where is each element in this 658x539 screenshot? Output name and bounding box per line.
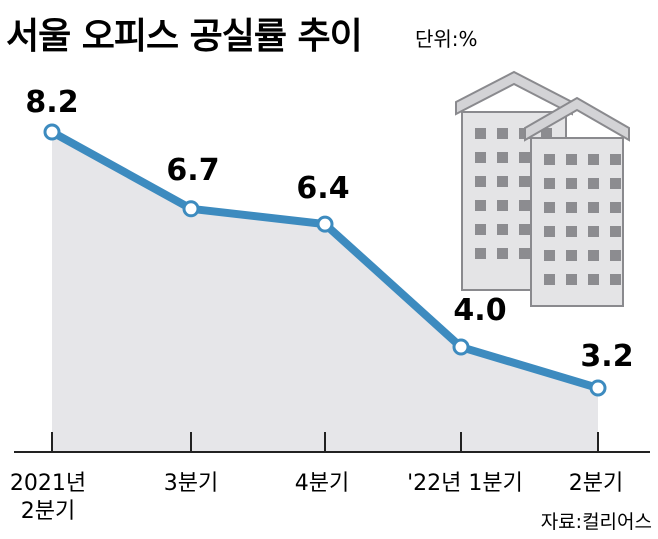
building-window	[497, 200, 508, 211]
building-window	[541, 128, 552, 139]
building-window	[566, 274, 577, 285]
building-window	[544, 250, 555, 261]
building-window	[610, 202, 621, 213]
building-window	[497, 224, 508, 235]
data-label: 4.0	[453, 293, 506, 328]
building-window	[588, 178, 599, 189]
building-window	[475, 152, 486, 163]
building-window	[566, 250, 577, 261]
building-roof	[455, 70, 573, 116]
building-window	[588, 202, 599, 213]
x-tick-label: 2분기	[21, 499, 75, 524]
building-window	[519, 224, 530, 235]
building-window	[519, 248, 530, 259]
x-tick-label: '22년 1분기	[407, 471, 523, 496]
building-window	[566, 178, 577, 189]
data-point	[589, 379, 607, 397]
building-window	[475, 200, 486, 211]
building-window	[566, 154, 577, 165]
building-window	[566, 202, 577, 213]
data-label: 6.7	[166, 153, 219, 188]
data-label: 3.2	[580, 339, 633, 374]
building-window	[610, 154, 621, 165]
building-window	[475, 224, 486, 235]
building-window	[588, 226, 599, 237]
building-window	[475, 248, 486, 259]
data-point	[452, 338, 470, 356]
building-window	[475, 128, 486, 139]
building-window	[610, 274, 621, 285]
x-tick-label: 2021년	[10, 471, 86, 496]
data-point	[316, 215, 334, 233]
building-window	[610, 178, 621, 189]
x-tick-label: 3분기	[164, 471, 218, 496]
x-tick-label: 4분기	[295, 471, 349, 496]
building-window	[497, 176, 508, 187]
building-window	[497, 152, 508, 163]
building-window	[519, 152, 530, 163]
building-roof	[524, 96, 630, 142]
unit-label: 단위:%	[415, 27, 478, 51]
data-point	[43, 123, 61, 141]
data-point	[182, 200, 200, 218]
building-window	[519, 200, 530, 211]
data-label: 6.4	[296, 171, 349, 206]
building-window	[588, 274, 599, 285]
building-window	[519, 176, 530, 187]
building-window	[588, 250, 599, 261]
building-window	[544, 274, 555, 285]
x-tick-label: 2분기	[569, 471, 623, 496]
building-window	[497, 248, 508, 259]
building-window	[544, 202, 555, 213]
building-window	[475, 176, 486, 187]
office-building-icon	[455, 70, 630, 307]
source-note: 자료:컬리어스	[541, 511, 652, 533]
data-label: 8.2	[25, 85, 78, 120]
building-window	[610, 250, 621, 261]
building-window	[544, 154, 555, 165]
building-window	[588, 154, 599, 165]
building-window	[610, 226, 621, 237]
building-window	[566, 226, 577, 237]
building-window	[497, 128, 508, 139]
chart-title: 서울 오피스 공실률 추이	[6, 16, 362, 57]
building-window	[544, 178, 555, 189]
building-window	[544, 226, 555, 237]
